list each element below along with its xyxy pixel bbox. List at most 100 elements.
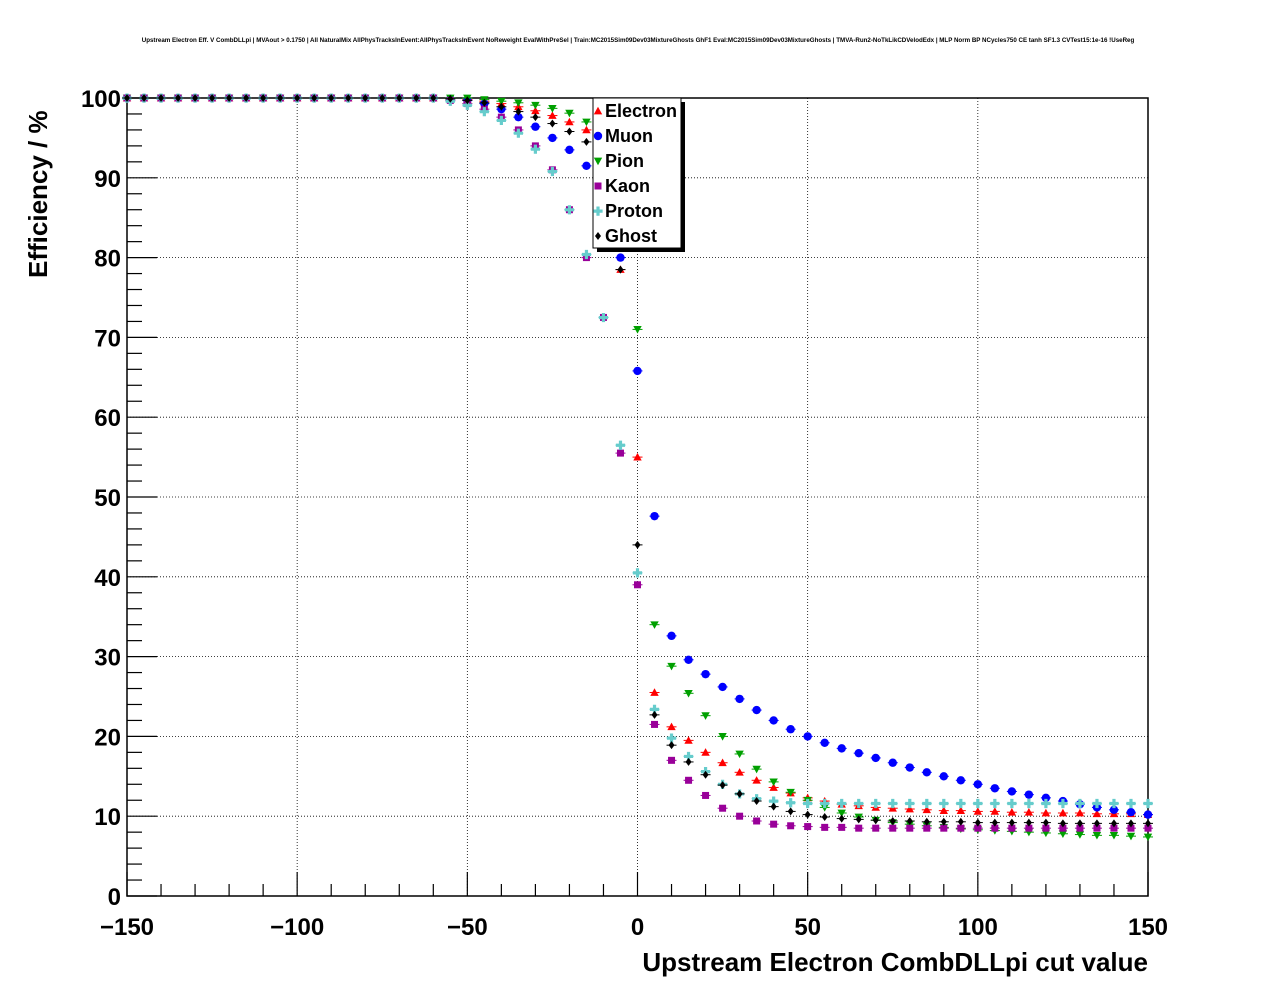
data-point bbox=[939, 806, 948, 814]
data-point bbox=[956, 798, 966, 809]
data-point bbox=[582, 118, 591, 127]
data-point bbox=[1042, 818, 1049, 827]
data-point bbox=[1007, 787, 1017, 796]
data-point bbox=[684, 655, 693, 664]
data-point bbox=[564, 205, 575, 215]
y-tick-label: 100 bbox=[81, 86, 121, 113]
data-point bbox=[821, 823, 829, 831]
data-point bbox=[497, 97, 506, 106]
data-point bbox=[328, 94, 335, 102]
data-point bbox=[770, 820, 778, 828]
legend-marker bbox=[593, 157, 603, 166]
data-point bbox=[632, 568, 643, 578]
data-point bbox=[855, 815, 862, 824]
data-point bbox=[616, 253, 625, 262]
axis-ticks bbox=[126, 97, 1149, 897]
data-point bbox=[481, 98, 488, 107]
data-point bbox=[1109, 805, 1119, 815]
data-point bbox=[549, 119, 556, 128]
y-tick-label: 20 bbox=[94, 724, 121, 751]
data-point bbox=[379, 94, 386, 102]
data-point bbox=[837, 744, 846, 753]
data-point bbox=[973, 807, 983, 815]
legend-label: Kaon bbox=[605, 176, 650, 196]
x-tick-label: 50 bbox=[794, 914, 821, 941]
data-point bbox=[175, 94, 182, 102]
data-point bbox=[752, 776, 761, 784]
data-point bbox=[615, 440, 626, 450]
data-point bbox=[1058, 798, 1068, 809]
data-point bbox=[820, 798, 830, 809]
data-point bbox=[616, 449, 624, 457]
data-point bbox=[1075, 831, 1085, 839]
data-point bbox=[905, 798, 915, 809]
data-point bbox=[566, 127, 573, 136]
data-point bbox=[1110, 824, 1118, 832]
chart-title: Upstream Electron Eff. V CombDLLpi | MVA… bbox=[142, 37, 1135, 44]
data-point bbox=[668, 756, 676, 764]
data-point bbox=[1007, 808, 1017, 816]
data-point bbox=[753, 817, 761, 825]
data-point bbox=[855, 824, 863, 832]
data-point bbox=[633, 452, 642, 461]
data-point bbox=[769, 796, 779, 806]
y-tick-label: 10 bbox=[94, 804, 121, 831]
data-point bbox=[735, 694, 744, 704]
data-point bbox=[666, 733, 677, 743]
data-point bbox=[769, 783, 778, 791]
data-point bbox=[548, 111, 557, 119]
data-point bbox=[905, 763, 914, 772]
x-axis-title: Upstream Electron CombDLLpi cut value bbox=[642, 947, 1148, 977]
data-point bbox=[990, 798, 1000, 809]
data-point bbox=[973, 798, 983, 809]
data-point bbox=[547, 166, 558, 177]
data-point bbox=[1127, 819, 1134, 828]
data-point bbox=[940, 824, 948, 832]
data-point bbox=[803, 798, 813, 809]
legend-label: Proton bbox=[605, 201, 663, 221]
data-point bbox=[1076, 824, 1084, 832]
data-point bbox=[872, 816, 879, 825]
legend-label: Electron bbox=[605, 101, 677, 121]
data-point bbox=[158, 94, 165, 102]
y-tick-label: 70 bbox=[94, 325, 121, 352]
data-point bbox=[667, 631, 676, 641]
data-point bbox=[1127, 824, 1135, 832]
y-tick-label: 30 bbox=[94, 645, 121, 672]
data-point bbox=[1024, 790, 1034, 799]
y-tick-label: 90 bbox=[94, 166, 121, 193]
data-point bbox=[1058, 808, 1068, 817]
y-tick-label: 40 bbox=[94, 565, 121, 592]
data-point bbox=[1144, 824, 1152, 832]
data-point bbox=[803, 732, 812, 741]
data-point bbox=[1110, 819, 1117, 828]
data-point bbox=[940, 817, 947, 826]
data-point bbox=[667, 662, 676, 671]
data-point bbox=[530, 144, 540, 154]
data-point bbox=[889, 816, 896, 825]
data-point bbox=[769, 778, 778, 787]
data-point bbox=[260, 94, 267, 102]
data-point bbox=[667, 722, 676, 731]
data-point bbox=[345, 94, 352, 102]
data-point bbox=[1008, 824, 1016, 832]
data-point bbox=[786, 798, 796, 808]
data-point bbox=[1092, 831, 1102, 840]
data-point bbox=[362, 94, 369, 102]
legend-label: Muon bbox=[605, 126, 653, 146]
data-point bbox=[124, 94, 130, 102]
data-point bbox=[735, 768, 744, 776]
data-point bbox=[1024, 808, 1034, 816]
data-point bbox=[922, 768, 931, 777]
data-point bbox=[923, 817, 930, 826]
data-point bbox=[1143, 833, 1153, 842]
data-point bbox=[991, 818, 998, 827]
legend-marker bbox=[594, 182, 602, 190]
legend-marker bbox=[593, 206, 603, 216]
data-point bbox=[430, 94, 437, 102]
data-point bbox=[804, 823, 812, 831]
data-point bbox=[871, 798, 881, 809]
data-point bbox=[514, 99, 523, 107]
data-point bbox=[804, 810, 811, 819]
legend: Electron Muon Pion Kaon Proton Ghost bbox=[592, 97, 685, 252]
